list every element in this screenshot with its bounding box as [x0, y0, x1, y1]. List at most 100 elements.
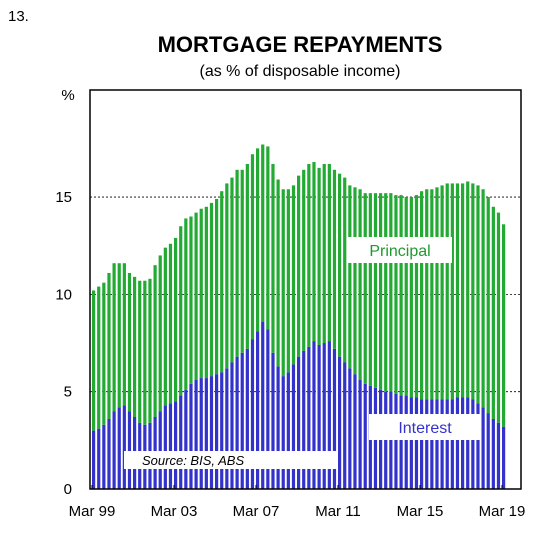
bar-interest [307, 346, 311, 489]
principal-label-bg [348, 237, 452, 263]
bar-principal [317, 167, 321, 345]
bar-principal [435, 187, 439, 400]
bar-principal [450, 183, 454, 400]
bar-principal [430, 189, 434, 400]
bar-principal [455, 183, 460, 398]
bar-principal [179, 226, 183, 396]
bar-principal [204, 206, 208, 379]
bar-interest [327, 341, 331, 489]
bar-principal [338, 173, 342, 357]
bar-principal [302, 169, 306, 351]
bar-interest [230, 362, 234, 489]
bar-interest [481, 407, 485, 489]
bar-interest [440, 399, 444, 489]
bar-principal [235, 169, 239, 357]
bar-principal [127, 272, 132, 412]
bar-principal [281, 189, 285, 377]
y-tick-label: 0 [64, 481, 72, 498]
bar-interest [486, 413, 490, 489]
bar-interest [496, 422, 501, 489]
bar-principal [496, 212, 501, 423]
source-note: Source: BIS, ABS [142, 453, 244, 468]
bar-interest [225, 368, 229, 489]
bar-principal [466, 181, 470, 398]
bar-interest [158, 411, 162, 489]
bar-interest [404, 395, 408, 489]
bar-interest [199, 378, 203, 489]
figure-number: 13. [8, 8, 29, 25]
bar-principal [358, 189, 362, 381]
bar-interest [127, 411, 132, 489]
bar-principal [291, 185, 296, 365]
bar-interest [291, 364, 296, 489]
bar-interest [117, 407, 121, 489]
bar-principal [138, 280, 142, 423]
bar-principal [491, 206, 495, 419]
bars [92, 144, 506, 489]
bar-principal [256, 148, 260, 332]
bar-principal [486, 197, 490, 414]
bar-interest [184, 389, 188, 489]
bar-interest [455, 397, 460, 489]
bar-interest [450, 399, 454, 489]
bar-interest [317, 344, 321, 489]
bar-principal [97, 286, 101, 429]
bar-interest [122, 405, 126, 489]
bar-interest [286, 372, 290, 489]
tick-labels: 0 5 10 15 Mar 99 Mar 03 Mar 07 Mar 11 Mar 15 Mar … [55, 189, 525, 520]
bar-principal [158, 255, 162, 412]
bar-principal [394, 195, 398, 394]
bar-interest [384, 391, 388, 489]
bar-interest [297, 356, 301, 489]
bar-principal [163, 247, 167, 406]
bar-principal [117, 263, 121, 408]
bar-interest [215, 374, 219, 489]
bar-interest [491, 418, 495, 489]
bar-interest [466, 397, 470, 489]
bar-principal [184, 218, 188, 390]
bar-interest [414, 397, 419, 489]
bar-principal [502, 224, 506, 427]
chart-subtitle: (as % of disposable income) [200, 63, 401, 80]
interest-label: Interest [398, 420, 452, 437]
bar-principal [404, 197, 408, 396]
bar-interest [363, 383, 367, 489]
bar-interest [163, 405, 167, 489]
bar-principal [327, 163, 331, 342]
bar-interest [430, 399, 434, 489]
bar-interest [343, 362, 347, 489]
x-tick-label: Mar 15 [397, 503, 444, 520]
plot-frame [89, 89, 522, 490]
bar-principal [133, 276, 137, 417]
bar-principal [476, 185, 480, 404]
bar-interest [256, 331, 260, 489]
bar-interest [209, 376, 214, 489]
bar-interest [271, 352, 275, 489]
bar-principal [266, 146, 270, 330]
y-axis-label: % [61, 87, 74, 104]
chart-title: MORTGAGE REPAYMENTS [158, 32, 443, 57]
bar-interest [276, 366, 280, 489]
bar-principal [143, 280, 147, 425]
bar-principal [414, 195, 419, 398]
bar-interest [240, 352, 244, 489]
bar-principal [348, 185, 352, 369]
bar-interest [204, 378, 208, 489]
bar-principal [174, 237, 178, 402]
bar-principal [261, 144, 265, 322]
bar-principal [384, 193, 388, 392]
bar-principal [220, 191, 224, 373]
bar-interest [97, 428, 101, 489]
bar-interest [302, 350, 306, 489]
bar-principal [230, 177, 234, 363]
bar-principal [297, 175, 301, 357]
bar-interest [461, 397, 465, 489]
bar-interest [220, 372, 224, 489]
bar-interest [250, 339, 255, 489]
y-tick-label: 10 [55, 286, 72, 303]
bar-interest [189, 383, 193, 489]
bar-principal [148, 278, 152, 423]
bar-principal [122, 263, 126, 406]
bar-principal [445, 183, 449, 400]
bar-interest [471, 399, 475, 489]
